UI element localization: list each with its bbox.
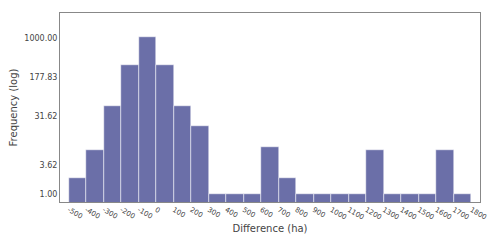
- svg-text:-300: -300: [101, 206, 119, 221]
- svg-text:-500: -500: [66, 206, 84, 221]
- svg-text:200: 200: [189, 206, 205, 220]
- svg-text:1100: 1100: [346, 206, 365, 222]
- svg-text:177.83: 177.83: [29, 73, 57, 82]
- svg-text:1.00: 1.00: [40, 190, 58, 199]
- svg-text:600: 600: [259, 206, 275, 220]
- svg-text:800: 800: [294, 206, 310, 220]
- svg-text:-400: -400: [84, 206, 102, 221]
- svg-text:500: 500: [241, 206, 257, 220]
- svg-text:1300: 1300: [381, 206, 400, 222]
- svg-text:1000.00: 1000.00: [24, 34, 57, 43]
- svg-text:1700: 1700: [451, 206, 470, 222]
- svg-text:1000: 1000: [329, 206, 348, 222]
- svg-text:400: 400: [224, 206, 240, 220]
- svg-text:1600: 1600: [434, 206, 453, 222]
- svg-text:31.62: 31.62: [34, 112, 57, 121]
- svg-text:Frequency (log): Frequency (log): [8, 68, 19, 146]
- svg-text:Difference (ha): Difference (ha): [233, 223, 308, 234]
- svg-text:1500: 1500: [416, 206, 435, 222]
- svg-text:0: 0: [154, 206, 162, 215]
- svg-text:100: 100: [171, 206, 187, 220]
- svg-text:3.62: 3.62: [40, 161, 58, 170]
- svg-text:1200: 1200: [364, 206, 383, 222]
- svg-text:900: 900: [311, 206, 327, 220]
- svg-text:-100: -100: [136, 206, 154, 221]
- svg-text:1400: 1400: [399, 206, 418, 222]
- svg-text:300: 300: [206, 206, 222, 220]
- svg-text:700: 700: [276, 206, 292, 220]
- svg-text:1800: 1800: [469, 206, 488, 222]
- svg-text:-200: -200: [119, 206, 137, 221]
